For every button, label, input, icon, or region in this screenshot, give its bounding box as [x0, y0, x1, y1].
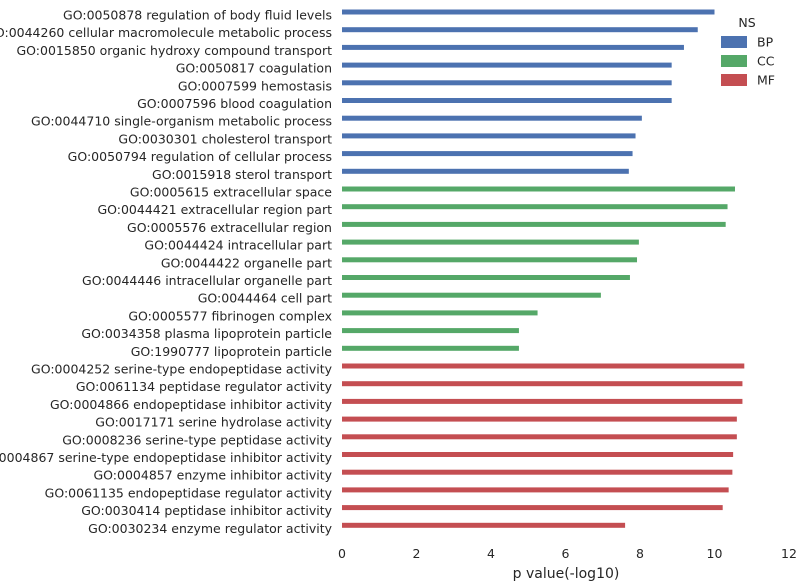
y-tick-label: GO:0034358 plasma lipoprotein particle	[81, 326, 332, 341]
legend-swatch-mf	[721, 74, 747, 86]
y-tick-label: GO:0030414 peptidase inhibitor activity	[81, 503, 332, 518]
bar-bp	[342, 9, 715, 15]
y-tick-label: GO:0050794 regulation of cellular proces…	[68, 149, 332, 164]
y-tick-label: GO:0015850 organic hydroxy compound tran…	[16, 43, 332, 58]
bar-mf	[342, 522, 626, 528]
y-tick-label: GO:0004866 endopeptidase inhibitor activ…	[50, 397, 333, 412]
bar-mf	[342, 381, 743, 387]
bar-bp	[342, 168, 629, 174]
bar-mf	[342, 416, 737, 422]
y-tick-label: GO:0004867 serine-type endopeptidase inh…	[0, 450, 333, 465]
bar-cc	[342, 239, 639, 245]
bar-bp	[342, 27, 698, 33]
legend-label-bp: BP	[757, 35, 774, 50]
y-tick-label: GO:0030234 enzyme regulator activity	[88, 521, 332, 536]
y-tick-label: GO:0030301 cholesterol transport	[118, 131, 332, 146]
legend-label-cc: CC	[757, 54, 775, 69]
legend-title: NS	[738, 15, 755, 30]
bar-mf	[342, 452, 734, 457]
bar-bp	[342, 80, 672, 86]
y-tick-label: GO:0017171 serine hydrolase activity	[95, 415, 332, 430]
y-tick-label: GO:0044464 cell part	[198, 291, 332, 306]
legend-swatch-cc	[721, 55, 747, 67]
bar-bp	[342, 133, 636, 139]
y-tick-label: GO:0061134 peptidase regulator activity	[76, 379, 333, 394]
y-tick-label: GO:0007596 blood coagulation	[137, 96, 332, 111]
y-tick-label: GO:0005577 fibrinogen complex	[128, 308, 332, 323]
y-tick-label: GO:1990777 lipoprotein particle	[131, 344, 333, 359]
bar-mf	[342, 469, 733, 475]
bar-cc	[342, 310, 538, 316]
y-tick-label: GO:0007599 hemostasis	[178, 78, 332, 93]
x-tick-label: 6	[562, 546, 570, 561]
x-tick-label: 0	[338, 546, 346, 561]
y-tick-label: GO:0044710 single-organism metabolic pro…	[31, 114, 332, 129]
y-tick-labels: GO:0050878 regulation of body fluid leve…	[0, 8, 333, 536]
bar-mf	[342, 398, 743, 404]
bar-cc	[342, 328, 519, 334]
y-tick-label: GO:0008236 serine-type peptidase activit…	[62, 432, 332, 447]
bar-cc	[342, 292, 601, 298]
y-tick-label: GO:0004857 enzyme inhibitor activity	[93, 468, 332, 483]
y-tick-label: GO:0050878 regulation of body fluid leve…	[63, 8, 332, 23]
legend: NS BP CC MF	[721, 15, 775, 88]
bar-cc	[342, 275, 630, 280]
bar-mf	[342, 505, 723, 511]
x-tick-label: 10	[707, 546, 723, 561]
bars-group	[342, 9, 745, 528]
bar-bp	[342, 115, 642, 121]
y-tick-label: GO:0005576 extracellular region	[127, 220, 332, 235]
bar-cc	[342, 221, 726, 227]
bar-cc	[342, 204, 728, 210]
bar-cc	[342, 345, 519, 351]
y-tick-label: GO:0044422 organelle part	[161, 255, 332, 270]
y-tick-label: GO:0061135 endopeptidase regulator activ…	[45, 485, 333, 500]
y-tick-label: GO:0005615 extracellular space	[130, 185, 332, 200]
x-tick-label: 8	[636, 546, 644, 561]
x-tick-labels: 0 2 4 6 8 10 12	[338, 546, 797, 561]
y-tick-label: GO:0044446 intracellular organelle part	[82, 273, 332, 288]
y-tick-label: GO:0050817 coagulation	[176, 61, 332, 76]
y-tick-label: GO:0015918 sterol transport	[152, 167, 332, 182]
bar-cc	[342, 257, 638, 263]
bar-bp	[342, 44, 684, 50]
bar-mf	[342, 434, 737, 440]
bar-mf	[342, 487, 729, 493]
legend-swatch-bp	[721, 36, 747, 48]
bar-bp	[342, 62, 672, 68]
x-axis-label: p value(-log10)	[513, 566, 620, 582]
x-tick-label: 12	[781, 546, 797, 561]
legend-label-mf: MF	[757, 73, 775, 88]
bar-cc	[342, 186, 735, 192]
y-tick-label: GO:0004252 serine-type endopeptidase act…	[31, 362, 333, 377]
bar-bp	[342, 98, 672, 103]
y-tick-label: GO:0044260 cellular macromolecule metabo…	[0, 25, 332, 40]
bar-bp	[342, 151, 633, 157]
y-tick-label: GO:0044424 intracellular part	[144, 238, 332, 253]
x-tick-label: 2	[413, 546, 421, 561]
x-tick-label: 4	[487, 546, 495, 561]
bar-mf	[342, 363, 745, 369]
y-tick-label: GO:0044421 extracellular region part	[97, 202, 332, 217]
